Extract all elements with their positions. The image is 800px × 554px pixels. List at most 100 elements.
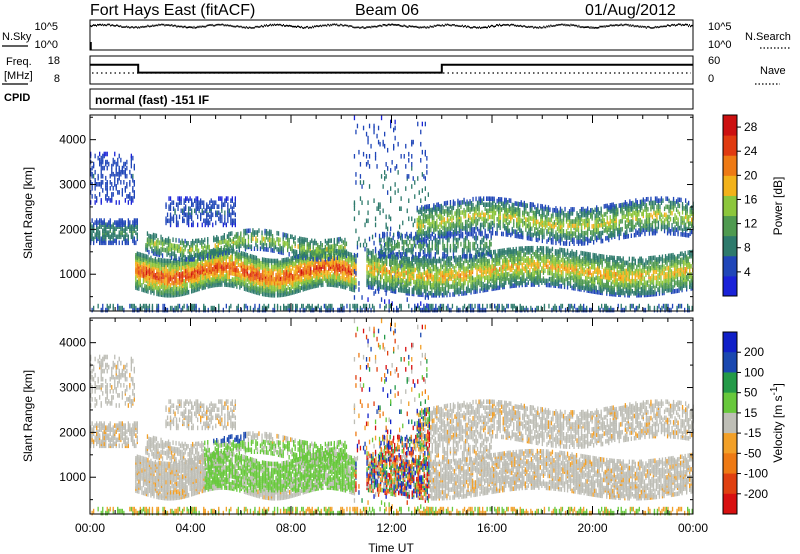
- power-cell: [273, 246, 275, 251]
- power-cell: [635, 305, 637, 311]
- noise-point: [355, 26, 357, 29]
- power-cell: [314, 277, 316, 283]
- power-cell: [343, 305, 345, 311]
- power-cell: [352, 255, 354, 260]
- power-cell: [327, 256, 329, 262]
- power-cell: [124, 161, 126, 167]
- noise-point: [388, 23, 390, 26]
- noise-point: [239, 25, 241, 28]
- noise-point: [468, 26, 470, 28]
- power-cell: [335, 270, 337, 276]
- power-cell: [194, 208, 196, 214]
- power-cell: [285, 241, 287, 246]
- power-cell: [295, 275, 297, 280]
- power-cell: [126, 194, 128, 199]
- noise-point: [391, 23, 393, 25]
- power-cell: [142, 271, 145, 277]
- noise-point: [157, 24, 159, 27]
- noise-point: [505, 24, 507, 26]
- power-cell: [192, 238, 194, 244]
- power-cell: [401, 278, 403, 283]
- power-cell: [501, 303, 503, 309]
- power-cell: [412, 176, 414, 181]
- power-cell: [237, 231, 239, 237]
- power-cell: [441, 303, 443, 309]
- power-cell: [242, 261, 244, 267]
- power-cell: [194, 303, 196, 309]
- noise-point: [653, 26, 655, 29]
- power-cell: [271, 248, 274, 253]
- noise-point: [221, 23, 223, 26]
- power-cell: [268, 229, 271, 234]
- noise-point: [347, 24, 349, 27]
- power-cell: [96, 182, 98, 187]
- power-cell: [114, 182, 116, 187]
- noise-point: [187, 26, 189, 29]
- power-cell: [425, 260, 427, 265]
- noise-point: [420, 26, 422, 29]
- power-cell: [347, 251, 350, 257]
- power-cell: [367, 256, 370, 261]
- noise-point: [634, 25, 636, 27]
- power-cell: [228, 256, 230, 262]
- power-cell: [293, 249, 295, 254]
- power-cell: [112, 157, 114, 163]
- power-cell: [395, 254, 397, 260]
- noise-point: [534, 26, 536, 29]
- power-cell: [311, 307, 313, 313]
- power-cell: [278, 288, 280, 294]
- power-cell: [308, 242, 310, 247]
- power-cell: [271, 240, 274, 245]
- power-cell: [290, 288, 292, 294]
- power-cell: [130, 200, 132, 205]
- noise-point: [164, 24, 166, 27]
- power-cell: [299, 285, 301, 291]
- noise-point: [528, 25, 530, 28]
- power-cell: [623, 307, 625, 313]
- power-cell: [335, 248, 337, 254]
- power-cell: [115, 171, 117, 177]
- power-cell: [222, 307, 224, 313]
- power-cell: [227, 202, 229, 207]
- power-cell: [210, 267, 212, 272]
- power-cell: [187, 241, 189, 246]
- power-cell: [420, 258, 422, 263]
- power-cell: [231, 239, 233, 244]
- noise-point: [373, 25, 375, 28]
- power-cell: [417, 282, 419, 287]
- power-cell: [284, 271, 286, 277]
- power-cell: [243, 233, 245, 238]
- power-cell: [197, 214, 199, 220]
- power-cell: [276, 247, 278, 252]
- noise-point: [574, 25, 576, 27]
- noise-point: [601, 25, 603, 28]
- power-cell: [234, 251, 236, 257]
- power-cell: [142, 265, 145, 271]
- noise-point: [589, 27, 591, 29]
- noise-point: [458, 25, 460, 27]
- noise-point: [638, 26, 640, 28]
- power-cell: [141, 283, 143, 288]
- noise-point: [220, 23, 222, 26]
- power-cell: [419, 284, 421, 289]
- power-cell: [407, 276, 409, 282]
- power-cell: [283, 276, 285, 281]
- noise-point: [383, 24, 385, 26]
- power-cell: [91, 234, 93, 240]
- noise-point: [245, 26, 247, 28]
- power-cell: [388, 214, 390, 220]
- noise-point: [409, 25, 411, 27]
- power-cell: [390, 258, 392, 263]
- power-cell: [340, 249, 342, 255]
- noise-point: [393, 24, 395, 26]
- power-cell: [270, 241, 272, 247]
- power-cell: [267, 237, 269, 242]
- power-cell: [425, 270, 427, 276]
- power-cell: [258, 228, 260, 233]
- power-cell: [273, 242, 275, 247]
- power-cell: [277, 231, 280, 236]
- power-cell: [218, 204, 220, 209]
- power-cell: [586, 305, 588, 311]
- power-cell: [367, 307, 369, 313]
- power-cell: [195, 244, 197, 250]
